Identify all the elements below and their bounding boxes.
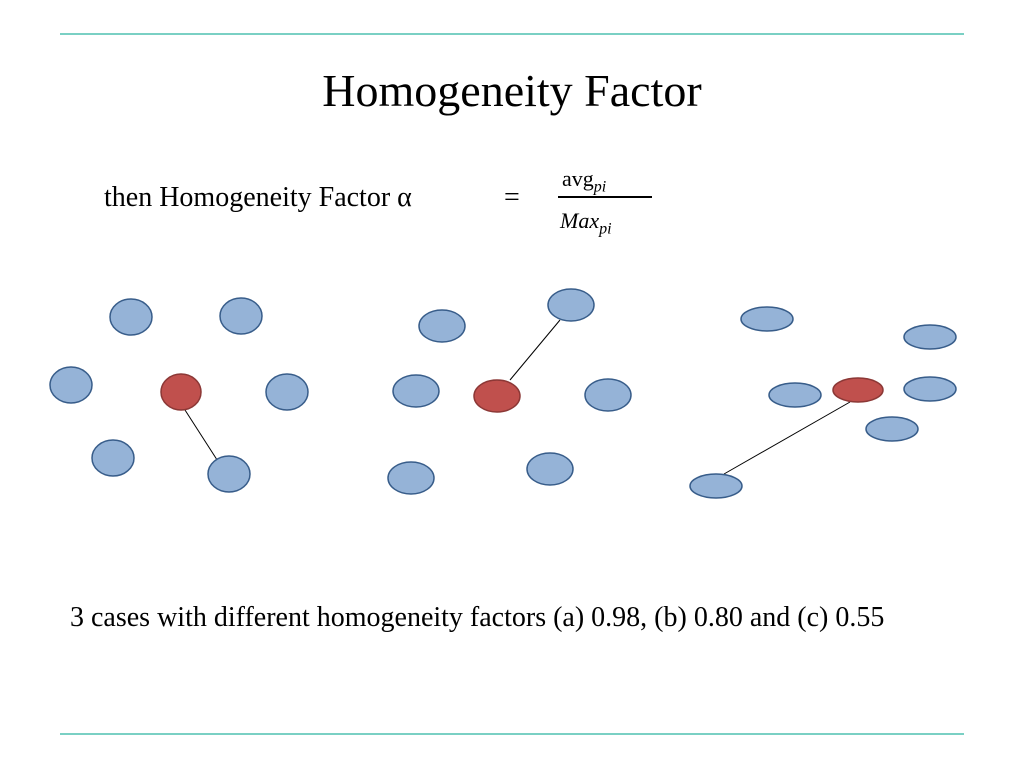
denominator-subscript: pi bbox=[599, 220, 612, 238]
node bbox=[387, 461, 435, 495]
slide-title: Homogeneity Factor bbox=[322, 65, 702, 116]
link bbox=[184, 409, 222, 467]
node bbox=[219, 297, 263, 335]
node bbox=[584, 378, 632, 412]
center-node bbox=[832, 377, 884, 403]
node bbox=[418, 309, 466, 343]
node bbox=[207, 455, 251, 493]
node bbox=[526, 452, 574, 486]
node bbox=[49, 366, 93, 404]
node bbox=[903, 376, 957, 402]
denominator-base: Max bbox=[560, 208, 600, 233]
node bbox=[740, 306, 794, 332]
numerator-base: avg bbox=[562, 166, 594, 191]
case-b bbox=[387, 288, 632, 495]
denominator: Maxpi bbox=[560, 208, 612, 238]
node bbox=[109, 298, 153, 336]
node bbox=[392, 374, 440, 408]
node bbox=[903, 324, 957, 350]
node bbox=[547, 288, 595, 322]
node bbox=[689, 473, 743, 499]
node bbox=[768, 382, 822, 408]
caption: 3 cases with different homogeneity facto… bbox=[70, 602, 885, 633]
numerator: avgpi bbox=[562, 166, 606, 196]
link bbox=[509, 319, 561, 381]
numerator-subscript: pi bbox=[593, 178, 607, 196]
case-c bbox=[689, 306, 957, 499]
node bbox=[91, 439, 135, 477]
link bbox=[723, 401, 851, 475]
equals-sign: = bbox=[504, 182, 520, 213]
node bbox=[865, 416, 919, 442]
case-a bbox=[49, 297, 309, 493]
center-node bbox=[473, 379, 521, 413]
formula-lead: then Homogeneity Factor α bbox=[104, 182, 412, 213]
node bbox=[265, 373, 309, 411]
center-node bbox=[160, 373, 202, 411]
